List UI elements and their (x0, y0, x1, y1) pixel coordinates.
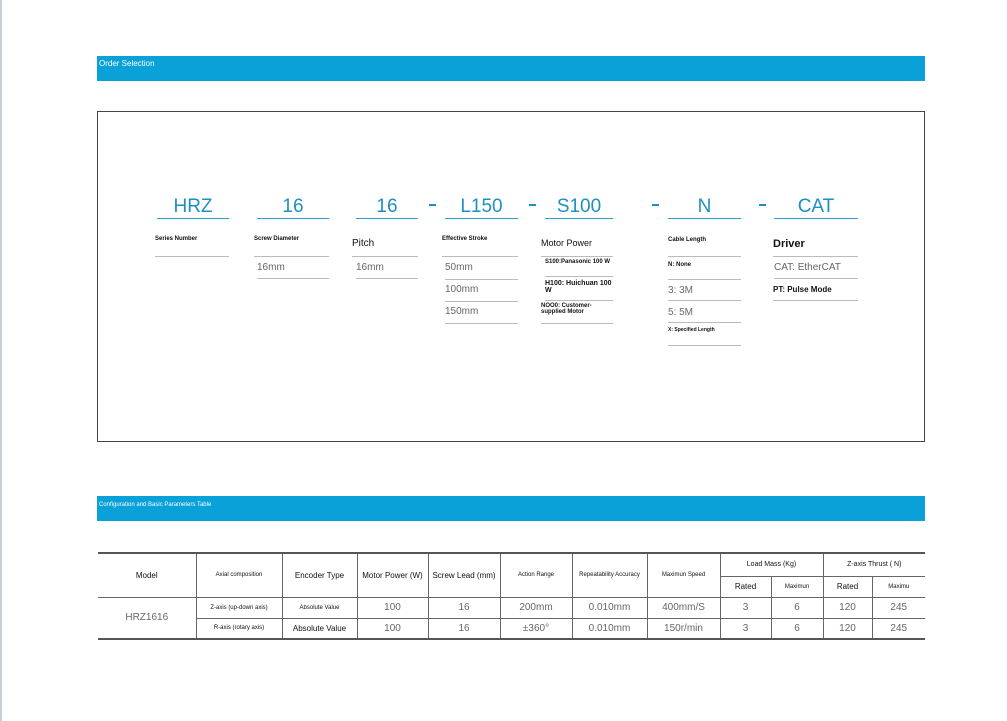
header-maximum: Maximun (770, 575, 824, 598)
cell: 150r/min (646, 617, 721, 640)
header-rated: Rated (720, 575, 772, 598)
dash (529, 204, 536, 206)
stroke-label: Effective Stroke (442, 236, 518, 257)
cable-option: X: Specified Length (668, 327, 741, 346)
dash (429, 204, 436, 206)
cell: 0.010mm (571, 617, 648, 640)
motor-option: NOO0: Customer-supplied Motor (541, 303, 613, 324)
cable-option: 3: 3M (668, 285, 741, 301)
cell: 0.010mm (571, 596, 648, 619)
dash (652, 204, 659, 206)
cell: 120 (822, 617, 873, 640)
params-header: Configuration and Basic Parameters Table (97, 496, 925, 521)
screw-label: Screw Diameter (254, 236, 329, 257)
cable-option: N: None (668, 262, 741, 280)
dash (759, 204, 766, 206)
cable-label: Cable Length (668, 237, 741, 257)
pitch-option: 16mm (356, 262, 418, 279)
table-row: R-axis (rotary axis) Absolute Value 100 … (98, 617, 925, 640)
header-axial: Axial composition (195, 552, 283, 598)
motor-option: S100:Panasonic 100 W (545, 259, 613, 277)
cell: ±360° (499, 617, 573, 640)
stroke-option: 50mm (445, 262, 518, 280)
screw-option: 16mm (257, 262, 329, 279)
header-load-mass: Load Mass (Kg) (719, 552, 824, 577)
driver-option: CAT: EtherCAT (774, 262, 858, 279)
motor-option: H100: Huichuan 100 W (545, 280, 613, 301)
series-label: Series Number (155, 236, 229, 257)
code-screw: 16 (257, 196, 329, 219)
cell: Z-axis (up-down axis) (195, 596, 283, 619)
stroke-option: 100mm (445, 284, 518, 302)
header-motor-power: Motor Power (W) (356, 552, 429, 598)
code-series: HRZ (157, 196, 229, 219)
pitch-label: Pitch (352, 238, 418, 257)
cable-option: 5: 5M (668, 307, 741, 323)
section-title: Configuration and Basic Parameters Table (99, 502, 212, 508)
header-rated: Rated (822, 575, 873, 598)
stroke-option: 150mm (445, 306, 518, 324)
driver-option: PT: Pulse Mode (773, 285, 858, 301)
cell: 6 (770, 596, 824, 619)
cell: 120 (822, 596, 873, 619)
cell: 245 (871, 617, 925, 640)
code-motor: S100 (545, 196, 613, 219)
cell: 3 (719, 596, 772, 619)
header-model: Model (98, 552, 197, 598)
code-driver: CAT (774, 196, 858, 219)
table-row: HRZ1616 Z-axis (up-down axis) Absolute V… (98, 596, 925, 640)
cell: 6 (770, 617, 824, 640)
order-selection-panel (97, 111, 925, 442)
header-screw-lead: Screw Lead (mm) (427, 552, 501, 598)
code-pitch: 16 (356, 196, 418, 219)
cell: 100 (356, 596, 429, 619)
cell: 200mm (499, 596, 573, 619)
model-cell: HRZ1616 (98, 596, 197, 640)
order-selection-header: Order Selection (97, 56, 925, 81)
cell: 16 (427, 596, 501, 619)
cell: 3 (719, 617, 772, 640)
cell: Absolute Value (281, 596, 358, 619)
header-repeatability: Repeatability Accuracy (571, 552, 648, 598)
cell: 16 (427, 617, 501, 640)
header-action-range: Action Range (499, 552, 573, 598)
motor-label: Motor Power (541, 238, 613, 257)
code-stroke: L150 (445, 196, 518, 219)
page-edge (0, 0, 2, 721)
cell: 245 (871, 596, 925, 619)
header-max-speed: Maximun Speed (646, 552, 721, 598)
cell: R-axis (rotary axis) (196, 617, 283, 640)
header-thrust: Z-axis Thrust ( N) (822, 552, 925, 577)
parameters-table: Model Axial composition Encoder Type Mot… (98, 552, 925, 640)
header-encoder: Encoder Type (281, 552, 358, 598)
cell: 100 (356, 617, 429, 640)
cell: 400mm/S (646, 596, 721, 619)
section-title: Order Selection (99, 59, 155, 68)
cell: Absolute Value (281, 617, 358, 640)
code-cable: N (668, 196, 741, 219)
driver-label: Driver (773, 238, 858, 257)
header-maximum: Maximu (871, 575, 925, 598)
